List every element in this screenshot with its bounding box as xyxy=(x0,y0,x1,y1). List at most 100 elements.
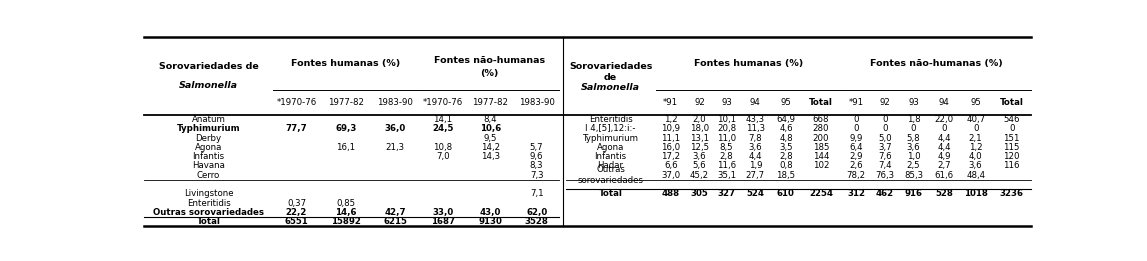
Text: 305: 305 xyxy=(690,189,709,198)
Text: 0: 0 xyxy=(882,124,888,133)
Text: 312: 312 xyxy=(848,189,865,198)
Text: 45,2: 45,2 xyxy=(690,171,709,180)
Text: 144: 144 xyxy=(813,152,829,161)
Text: 6,6: 6,6 xyxy=(664,161,678,170)
Text: Enteritidis: Enteritidis xyxy=(187,199,231,207)
Text: 0: 0 xyxy=(973,124,978,133)
Text: 9,6: 9,6 xyxy=(530,152,544,161)
Text: 0: 0 xyxy=(853,124,859,133)
Text: 61,6: 61,6 xyxy=(935,171,954,180)
Text: Infantis: Infantis xyxy=(594,152,626,161)
Text: 14,3: 14,3 xyxy=(481,152,500,161)
Text: Agona: Agona xyxy=(195,143,223,152)
Text: 4,0: 4,0 xyxy=(969,152,983,161)
Text: 6,4: 6,4 xyxy=(849,143,863,152)
Text: 20,8: 20,8 xyxy=(717,124,736,133)
Text: 546: 546 xyxy=(1004,115,1020,124)
Text: 4,8: 4,8 xyxy=(779,134,793,143)
Text: 62,0: 62,0 xyxy=(526,208,547,217)
Text: 27,7: 27,7 xyxy=(746,171,765,180)
Text: Fontes não-humanas: Fontes não-humanas xyxy=(434,56,545,64)
Text: 94: 94 xyxy=(750,98,760,107)
Text: 610: 610 xyxy=(777,189,795,198)
Text: 2,5: 2,5 xyxy=(907,161,920,170)
Text: Anatum: Anatum xyxy=(192,115,226,124)
Text: 2,9: 2,9 xyxy=(849,152,863,161)
Text: 2,6: 2,6 xyxy=(849,161,863,170)
Text: 2,8: 2,8 xyxy=(779,152,793,161)
Text: Total: Total xyxy=(1000,98,1023,107)
Text: 40,7: 40,7 xyxy=(966,115,985,124)
Text: 0: 0 xyxy=(1009,124,1014,133)
Text: 1983-90: 1983-90 xyxy=(377,98,413,107)
Text: Havana: Havana xyxy=(192,161,225,170)
Text: Typhimurium: Typhimurium xyxy=(583,134,639,143)
Text: Sorovariedades de: Sorovariedades de xyxy=(158,62,258,71)
Text: 2,1: 2,1 xyxy=(969,134,983,143)
Text: 8,4: 8,4 xyxy=(483,115,497,124)
Text: Derby: Derby xyxy=(195,134,221,143)
Text: 280: 280 xyxy=(813,124,829,133)
Text: 18,0: 18,0 xyxy=(690,124,709,133)
Text: 528: 528 xyxy=(935,189,953,198)
Text: 9,9: 9,9 xyxy=(850,134,863,143)
Text: Sorovariedades: Sorovariedades xyxy=(569,62,653,71)
Text: 36,0: 36,0 xyxy=(384,124,406,133)
Text: Outras
sorovariedades: Outras sorovariedades xyxy=(578,165,643,185)
Text: Fontes humanas (%): Fontes humanas (%) xyxy=(291,59,400,68)
Text: 35,1: 35,1 xyxy=(717,171,736,180)
Text: 3,6: 3,6 xyxy=(907,143,920,152)
Text: 0: 0 xyxy=(911,124,916,133)
Text: 43,0: 43,0 xyxy=(479,208,501,217)
Text: 9130: 9130 xyxy=(478,217,502,226)
Text: 2254: 2254 xyxy=(809,189,833,198)
Text: 3528: 3528 xyxy=(524,217,548,226)
Text: 21,3: 21,3 xyxy=(385,143,405,152)
Text: 85,3: 85,3 xyxy=(904,171,923,180)
Text: 3,5: 3,5 xyxy=(779,143,793,152)
Text: 5,8: 5,8 xyxy=(907,134,920,143)
Text: 4,4: 4,4 xyxy=(937,134,951,143)
Text: 93: 93 xyxy=(908,98,919,107)
Text: 76,3: 76,3 xyxy=(875,171,895,180)
Text: 11,3: 11,3 xyxy=(746,124,765,133)
Text: 16,0: 16,0 xyxy=(662,143,680,152)
Text: 11,1: 11,1 xyxy=(662,134,680,143)
Text: 14,1: 14,1 xyxy=(434,115,452,124)
Text: 48,4: 48,4 xyxy=(966,171,985,180)
Text: 7,6: 7,6 xyxy=(877,152,891,161)
Text: 16,1: 16,1 xyxy=(336,143,356,152)
Text: Total: Total xyxy=(599,189,623,198)
Text: I 4,[5],12:i:-: I 4,[5],12:i:- xyxy=(585,124,635,133)
Text: 6215: 6215 xyxy=(383,217,407,226)
Text: 151: 151 xyxy=(1004,134,1020,143)
Text: 0: 0 xyxy=(942,124,947,133)
Text: Agona: Agona xyxy=(596,143,624,152)
Text: *91: *91 xyxy=(849,98,864,107)
Text: 3,7: 3,7 xyxy=(877,143,891,152)
Text: 102: 102 xyxy=(813,161,829,170)
Text: Fontes não-humanas (%): Fontes não-humanas (%) xyxy=(869,59,1002,68)
Text: *91: *91 xyxy=(663,98,678,107)
Text: 3,6: 3,6 xyxy=(693,152,707,161)
Text: 2,7: 2,7 xyxy=(937,161,951,170)
Text: 14,2: 14,2 xyxy=(481,143,500,152)
Text: 0: 0 xyxy=(853,115,859,124)
Text: 1,9: 1,9 xyxy=(749,161,762,170)
Text: 1,0: 1,0 xyxy=(907,152,920,161)
Text: de: de xyxy=(604,73,617,82)
Text: 94: 94 xyxy=(938,98,950,107)
Text: 0,8: 0,8 xyxy=(779,161,793,170)
Text: 43,3: 43,3 xyxy=(746,115,765,124)
Text: Hadar: Hadar xyxy=(598,161,624,170)
Text: 4,6: 4,6 xyxy=(779,124,793,133)
Text: 42,7: 42,7 xyxy=(384,208,406,217)
Text: 5,7: 5,7 xyxy=(530,143,544,152)
Text: 668: 668 xyxy=(813,115,829,124)
Text: *1970-76: *1970-76 xyxy=(276,98,317,107)
Text: 10,8: 10,8 xyxy=(434,143,452,152)
Text: 10,1: 10,1 xyxy=(717,115,736,124)
Text: Salmonella: Salmonella xyxy=(582,83,640,92)
Text: 0,85: 0,85 xyxy=(336,199,356,207)
Text: 7,8: 7,8 xyxy=(749,134,762,143)
